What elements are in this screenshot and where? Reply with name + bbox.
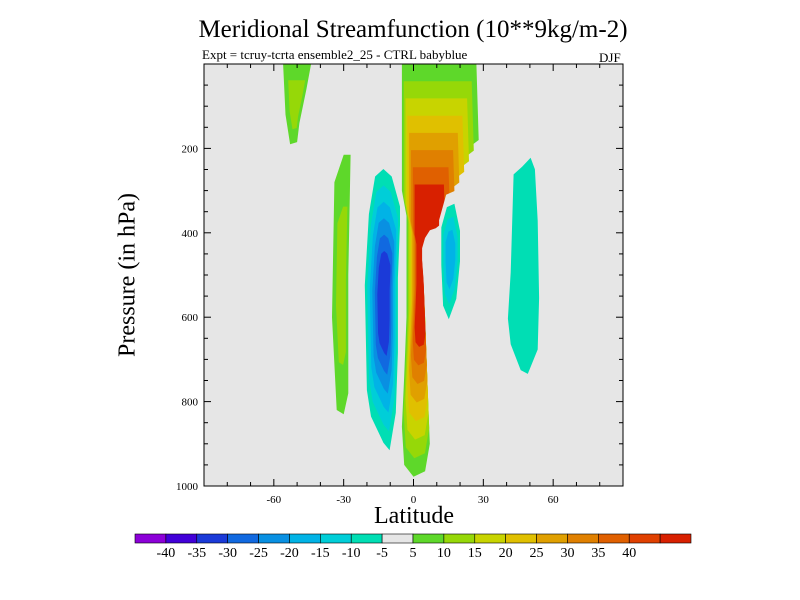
southern-midlatitude-positive-cell — [332, 154, 351, 415]
colorbar-swatch — [567, 533, 599, 544]
colorbar-swatch — [443, 533, 476, 544]
contour-layer — [283, 64, 549, 477]
x-tick-label: -60 — [266, 494, 281, 506]
colorbar-label: 25 — [530, 546, 544, 561]
y-tick-label: 600 — [182, 312, 199, 324]
colorbar-label: 30 — [560, 546, 574, 561]
southern-negative-cell — [362, 152, 402, 470]
colorbar-label: -5 — [376, 546, 388, 561]
x-tick-label: 0 — [411, 494, 417, 506]
colorbar-label: 20 — [499, 546, 513, 561]
colorbar-label: -30 — [218, 546, 237, 561]
colorbar-label: -15 — [311, 546, 330, 561]
colorbar-label: 5 — [410, 546, 417, 561]
colorbar: -40 -35 -30 -25 -20 -15 -10 -5 5 10 15 20 25 30 35 40 — [134, 533, 692, 561]
colorbar-swatch — [412, 533, 445, 544]
y-tick-label: 1000 — [176, 481, 199, 493]
colorbar-label: -20 — [280, 546, 299, 561]
colorbar-label: 15 — [468, 546, 482, 561]
colorbar-swatch — [381, 533, 414, 544]
colorbar-swatch — [659, 533, 692, 544]
colorbar-label: -10 — [342, 546, 361, 561]
southern-upper-positive-cell — [283, 64, 312, 145]
contour-band — [336, 206, 348, 365]
axis-ticks: 200 400 600 800 1000 -60 -30 0 30 60 — [176, 64, 623, 506]
colorbar-label: -40 — [157, 546, 176, 561]
colorbar-label: 35 — [591, 546, 605, 561]
colorbar-label: -25 — [249, 546, 268, 561]
contour-band — [377, 251, 391, 356]
colorbar-swatch — [258, 533, 290, 544]
colorbar-swatch — [598, 533, 630, 544]
season-label: DJF — [599, 50, 621, 65]
colorbar-swatch — [165, 533, 198, 544]
x-tick-label: 60 — [548, 494, 560, 506]
colorbar-swatch — [320, 533, 352, 544]
colorbar-label: 40 — [622, 546, 636, 561]
contour-band — [445, 229, 456, 290]
colorbar-label: 10 — [437, 546, 451, 561]
northern-midlatitude-negative-cell — [497, 87, 549, 442]
colorbar-swatch — [474, 533, 506, 544]
x-tick-label: -30 — [336, 494, 351, 506]
chart-title: Meridional Streamfunction (10**9kg/m-2) — [198, 16, 628, 43]
northern-negative-cell — [439, 190, 463, 335]
colorbar-swatch — [134, 533, 167, 544]
contour-band — [288, 80, 306, 130]
colorbar-swatch — [536, 533, 568, 544]
y-tick-label: 800 — [182, 397, 199, 409]
northern-hadley-positive-core — [401, 64, 479, 477]
colorbar-swatch — [227, 533, 259, 544]
colorbar-label: -35 — [187, 546, 206, 561]
colorbar-swatch — [628, 533, 661, 544]
x-tick-label: 30 — [478, 494, 490, 506]
contour-band — [416, 201, 440, 329]
colorbar-swatch — [196, 533, 228, 544]
colorbar-swatch — [350, 533, 383, 544]
contour-band — [507, 157, 540, 374]
chart-subtitle: Expt = tcruy-tcrta ensemble2_25 - CTRL b… — [202, 47, 468, 62]
y-tick-label: 400 — [182, 228, 199, 240]
colorbar-swatch — [505, 533, 537, 544]
y-tick-label: 200 — [182, 143, 199, 155]
y-axis-label: Pressure (in hPa) — [114, 193, 141, 357]
x-axis-label: Latitude — [374, 503, 454, 529]
colorbar-swatch — [289, 533, 321, 544]
